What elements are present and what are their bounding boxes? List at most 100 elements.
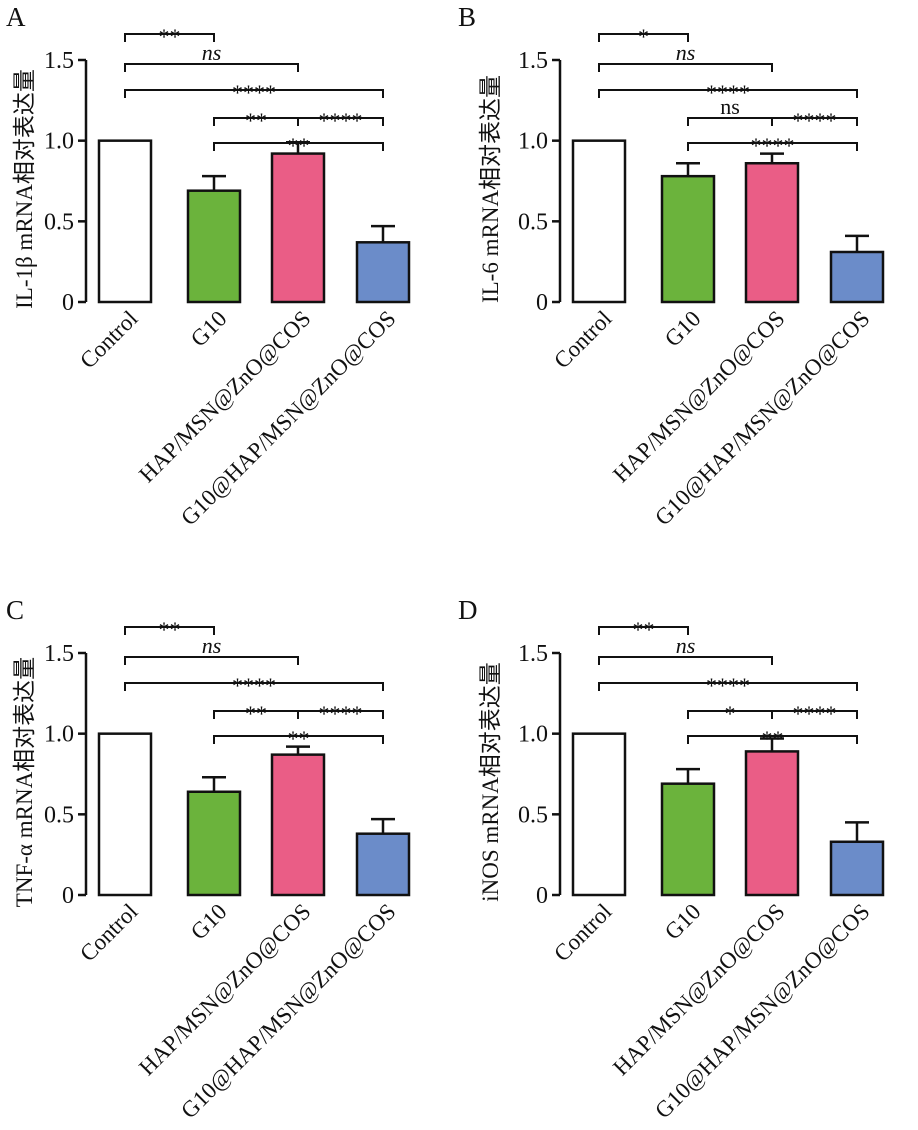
significance-bracket-2 [598,682,858,691]
significance-label-5: ** [762,726,784,751]
significance-label-1: ns [202,40,222,65]
significance-bracket-4 [297,710,384,719]
bar-2 [744,750,800,897]
category-label-1: G10 [186,306,232,352]
significance-bracket-0 [124,33,215,42]
bar-0 [97,732,153,897]
y-tick-label: 0.5 [44,209,74,235]
y-tick-label: 1.5 [518,641,548,667]
category-label-1: G10 [186,899,232,945]
significance-label-2: **** [706,80,750,105]
significance-label-1: ns [676,40,696,65]
category-label-0: Control [549,306,616,373]
significance-bracket-3 [687,117,773,126]
significance-bracket-2 [598,89,858,98]
significance-label-4: **** [793,108,837,133]
y-axis-label: TNF-α mRNA相对表达量 [12,657,37,907]
significance-label-1: ns [676,633,696,658]
y-tick-label: 1.0 [518,129,548,155]
significance-label-3: ** [245,108,267,133]
category-label-2: HAP/MSN@ZnO@COS [134,899,315,1080]
panel-C: C TNF-α mRNA相对表达量 0 0.5 1.0 1.5 Control G10HAP/… [6,595,411,1123]
significance-bracket-5 [687,735,858,744]
panel-letter: A [6,2,26,32]
bar-3 [355,832,411,897]
y-axis-label: IL-1β mRNA相对表达量 [12,69,37,309]
bar-2 [270,753,326,897]
y-tick-label: 0 [536,883,548,909]
category-label-2: HAP/MSN@ZnO@COS [608,899,789,1080]
significance-bracket-2 [124,682,384,691]
category-label-1: G10 [660,899,706,945]
y-tick-label: 1.0 [44,722,74,748]
category-label-0: Control [75,899,142,966]
significance-label-5: ** [288,726,310,751]
bar-3 [355,241,411,304]
significance-label-0: ** [159,24,181,49]
bar-1 [660,174,716,304]
y-axis-label: iNOS mRNA相对表达量 [478,662,503,902]
bar-1 [660,782,716,897]
bar-3 [829,840,885,897]
y-tick-label: 1.5 [44,48,74,74]
category-label-1: G10 [660,306,706,352]
significance-bracket-0 [124,626,215,635]
significance-bracket-4 [297,117,384,126]
panel-letter: C [6,595,24,625]
panel-A: A IL-1β mRNA相对表达量 0 0.5 1.0 1.5 Control G10HAP/… [6,2,411,530]
y-tick-label: 0.5 [518,209,548,235]
significance-bracket-5 [687,142,858,151]
significance-label-2: **** [232,80,276,105]
bar-1 [186,189,242,304]
y-tick-label: 0 [62,883,74,909]
y-axis-label: IL-6 mRNA相对表达量 [478,75,503,303]
y-tick-label: 0 [536,290,548,316]
significance-label-3: ** [245,701,267,726]
panel-B: B IL-6 mRNA相对表达量 0 0.5 1.0 1.5 Control G10HAP/M… [458,2,885,530]
y-tick-label: 0 [62,290,74,316]
panel-letter: D [458,595,478,625]
significance-label-0: * [638,24,649,49]
significance-bracket-2 [124,89,384,98]
significance-label-2: **** [706,673,750,698]
significance-bracket-1 [598,656,773,665]
significance-bracket-1 [124,63,299,72]
significance-label-2: **** [232,673,276,698]
significance-label-1: ns [202,633,222,658]
bar-2 [744,162,800,304]
significance-bracket-5 [213,142,384,151]
significance-label-4: **** [319,701,363,726]
category-label-2: HAP/MSN@ZnO@COS [134,306,315,487]
bar-2 [270,152,326,304]
significance-label-5: ** [288,133,310,158]
panel-letter: B [458,2,476,32]
significance-bracket-0 [598,626,689,635]
y-tick-label: 1.0 [518,722,548,748]
bar-3 [829,250,885,304]
category-label-2: HAP/MSN@ZnO@COS [608,306,789,487]
significance-label-3: * [725,701,736,726]
significance-bracket-5 [213,735,384,744]
y-tick-label: 1.5 [44,641,74,667]
category-label-0: Control [75,306,142,373]
category-label-0: Control [549,899,616,966]
significance-label-0: ** [633,617,655,642]
significance-bracket-1 [124,656,299,665]
bar-1 [186,790,242,897]
significance-bracket-1 [598,63,773,72]
bar-0 [571,139,627,304]
y-tick-label: 1.5 [518,48,548,74]
significance-label-4: **** [319,108,363,133]
y-tick-label: 0.5 [518,802,548,828]
bar-0 [97,139,153,304]
significance-label-4: **** [793,701,837,726]
y-tick-label: 0.5 [44,802,74,828]
significance-label-3: ns [720,94,740,119]
significance-bracket-4 [771,710,858,719]
significance-label-5: **** [751,133,795,158]
significance-bracket-0 [598,33,689,42]
bar-0 [571,732,627,897]
significance-bracket-4 [771,117,858,126]
